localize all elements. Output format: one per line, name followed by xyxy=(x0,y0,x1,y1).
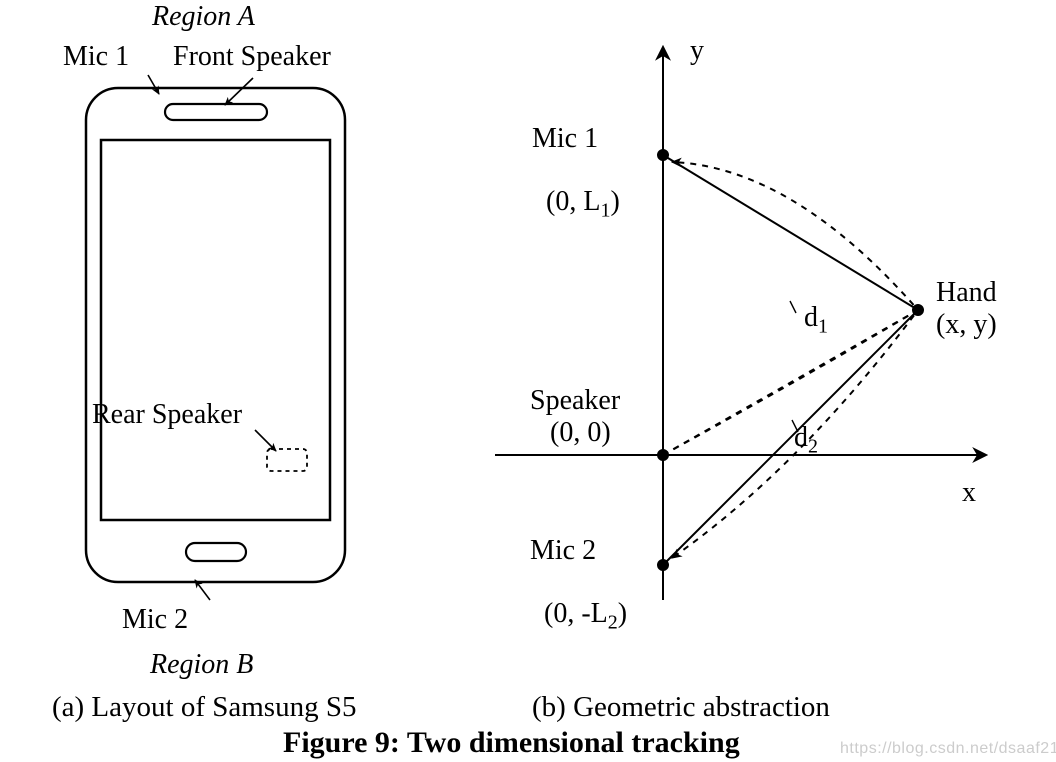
speaker-coord: (0, 0) xyxy=(550,418,611,449)
y-axis-label: y xyxy=(690,36,704,67)
hand-coord: (x, y) xyxy=(936,310,997,341)
x-axis-label: x xyxy=(962,478,976,509)
mic2-point-label: Mic 2 xyxy=(530,536,596,567)
front-speaker-label: Front Speaker xyxy=(173,42,331,73)
hand-label: Hand xyxy=(936,278,997,309)
d2-label: d2 xyxy=(780,392,818,457)
figure-caption: Figure 9: Two dimensional tracking xyxy=(283,726,740,759)
caption-a: (a) Layout of Samsung S5 xyxy=(52,692,356,724)
mic1-coord: (0, L1) xyxy=(532,156,620,221)
rear-speaker-label: Rear Speaker xyxy=(92,400,242,431)
mic1-point-label: Mic 1 xyxy=(532,124,598,155)
region-b-label: Region B xyxy=(150,650,253,681)
phone-diagram xyxy=(86,75,345,600)
watermark: https://blog.csdn.net/dsaaf21 xyxy=(840,740,1056,758)
mic2-coord: (0, -L2) xyxy=(530,568,627,633)
speaker-label: Speaker xyxy=(530,386,620,417)
d1-label: d1 xyxy=(790,272,828,337)
mic1-label: Mic 1 xyxy=(63,42,129,73)
mic2-label: Mic 2 xyxy=(122,605,188,636)
region-a-label: Region A xyxy=(152,2,255,33)
caption-b: (b) Geometric abstraction xyxy=(532,692,830,724)
